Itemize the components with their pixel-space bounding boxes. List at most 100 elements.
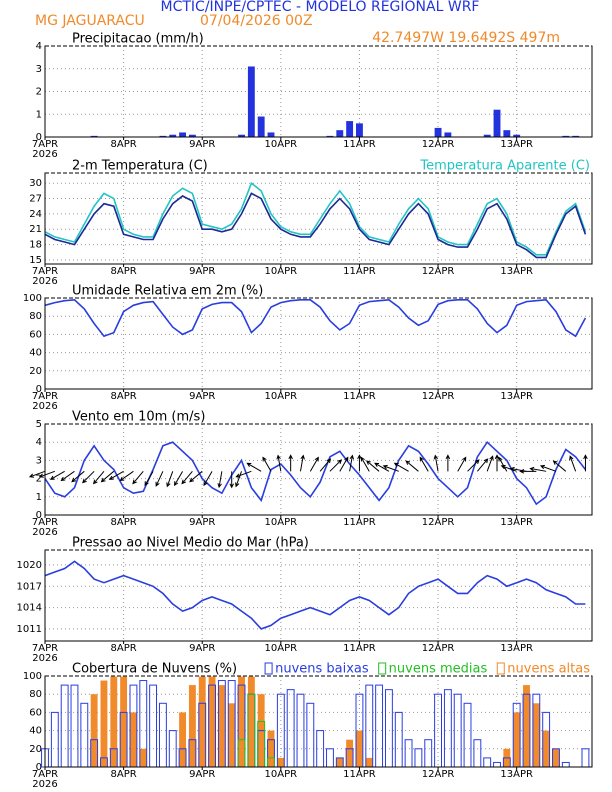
wind-arrow	[276, 454, 282, 472]
x-tick-label: 13APR	[500, 139, 533, 150]
bar	[365, 684, 374, 768]
wind-arrow	[357, 454, 362, 472]
wind-arrow	[189, 470, 203, 483]
wind-arrow	[235, 471, 242, 488]
x-tick-label: 10APR	[265, 266, 298, 277]
wind-arrow	[100, 470, 115, 483]
panel-title: Umidade Relativa em 2m (%)	[72, 284, 263, 299]
bar	[493, 761, 501, 768]
panel-frame	[44, 549, 593, 642]
bar	[90, 694, 98, 767]
bar	[561, 761, 570, 768]
x-tick-label: 12APR	[422, 643, 455, 654]
bar	[208, 676, 216, 767]
wind-arrow	[235, 470, 252, 478]
wind-arrow	[132, 470, 144, 485]
x-sublabel: 2026	[32, 149, 57, 160]
wind-arrow	[476, 458, 489, 472]
bar	[149, 684, 158, 768]
wind-arrow	[329, 459, 343, 472]
bar	[523, 685, 530, 767]
legend-swatch	[264, 662, 273, 675]
y-tick-label: 40	[29, 726, 42, 737]
wind-arrow	[509, 466, 527, 472]
bar	[60, 684, 69, 768]
y-tick-label: 1020	[17, 560, 42, 571]
wind-arrow	[155, 471, 164, 487]
wind-arrow	[349, 454, 355, 472]
panel-frame	[44, 172, 593, 265]
bar	[513, 134, 521, 137]
x-tick-label: 7APR	[32, 266, 58, 277]
run-date: 07/04/2026 00Z	[200, 13, 313, 29]
x-sublabel: 2026	[32, 527, 57, 538]
wind-arrow	[494, 454, 500, 472]
bar	[581, 748, 590, 768]
x-tick-label: 8APR	[111, 769, 137, 780]
wind-arrow	[339, 456, 349, 472]
x-tick-label: 9APR	[189, 391, 215, 402]
bar	[384, 689, 393, 768]
x-tick-label: 7APR	[32, 139, 58, 150]
y-tick-label: 2	[36, 474, 42, 485]
panel-title: Pressao ao Nivel Medio do Mar (hPa)	[72, 536, 309, 551]
line	[44, 298, 587, 338]
x-tick-label: 12APR	[422, 266, 455, 277]
bar	[375, 684, 384, 768]
y-tick-label: 1017	[17, 581, 42, 592]
bar	[356, 730, 363, 767]
y-tick-label: 24	[29, 209, 42, 220]
y-tick-label: 2	[36, 87, 42, 98]
bar	[188, 134, 196, 137]
bar	[336, 757, 344, 767]
legend-label: nuvens medias	[389, 662, 488, 677]
legend-label: nuvens altas	[507, 662, 590, 677]
panel-frame	[44, 423, 593, 516]
legend-swatch	[496, 662, 505, 675]
wind-arrow	[486, 455, 494, 472]
bar	[90, 135, 98, 137]
y-tick-label: 0	[36, 762, 42, 773]
wind-arrow	[288, 454, 293, 472]
wind-arrow	[217, 471, 223, 489]
wind-arrow	[246, 462, 262, 472]
x-tick-label: 8APR	[111, 643, 137, 654]
bar	[188, 685, 196, 767]
bar	[572, 135, 580, 137]
wind-arrow	[38, 470, 55, 478]
x-tick-label: 11APR	[343, 517, 376, 528]
bar	[434, 127, 442, 137]
y-tick-label: 20	[29, 744, 42, 755]
y-tick-label: 30	[29, 178, 42, 189]
x-tick-label: 12APR	[422, 769, 455, 780]
bar	[120, 676, 128, 767]
y-tick-label: 20	[29, 366, 42, 377]
bar	[404, 739, 413, 768]
wind-arrow	[229, 471, 234, 489]
wind-arrow	[419, 456, 429, 472]
bar	[50, 711, 59, 768]
x-tick-label: 12APR	[422, 391, 455, 402]
bar	[306, 702, 315, 768]
wind-arrow	[519, 469, 537, 474]
wind-arrow	[119, 470, 134, 482]
bar	[286, 689, 295, 768]
y-tick-label: 3	[36, 64, 42, 75]
x-tick-label: 7APR	[32, 643, 58, 654]
bar	[326, 748, 334, 768]
wind-arrow	[529, 466, 547, 472]
x-sublabel: 2026	[32, 401, 57, 412]
bar	[238, 134, 245, 137]
bar	[277, 757, 285, 767]
wind-arrow	[319, 458, 332, 472]
line	[44, 560, 586, 630]
bar	[346, 121, 354, 137]
bar	[228, 703, 236, 767]
legend-label: Temperatura Aparente (C)	[419, 159, 590, 174]
bar	[542, 730, 550, 767]
bar	[336, 130, 344, 137]
x-tick-label: 9APR	[189, 266, 215, 277]
wind-arrow	[569, 455, 577, 472]
bar	[483, 757, 492, 768]
x-tick-label: 9APR	[189, 139, 215, 150]
